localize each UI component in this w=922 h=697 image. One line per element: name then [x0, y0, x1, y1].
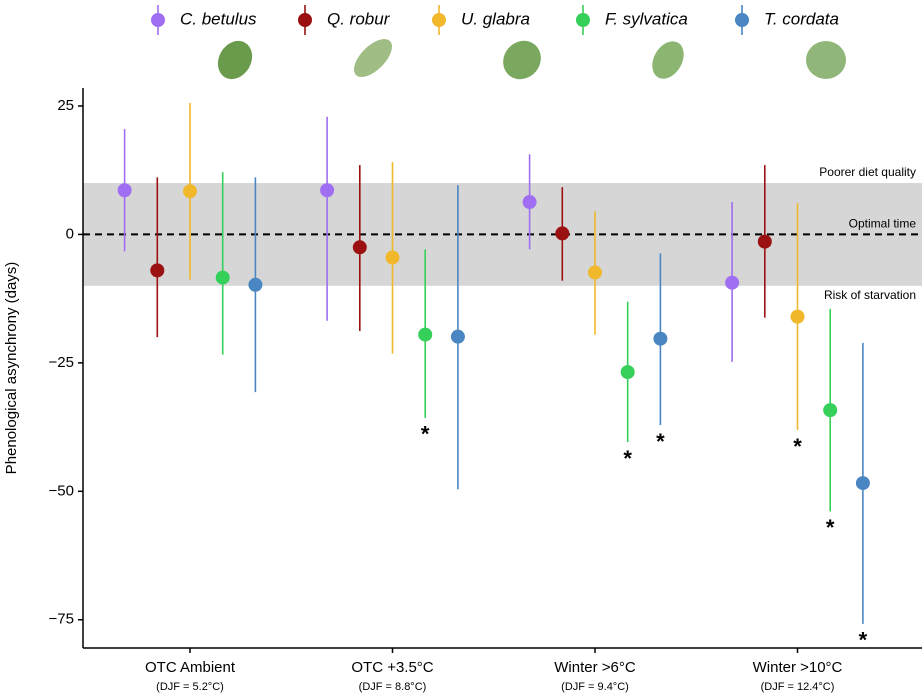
y-tick-label: 0	[66, 225, 74, 242]
y-tick-label: 25	[57, 97, 74, 114]
x-tick-label: Winter >6°C	[554, 659, 636, 676]
point	[790, 309, 805, 324]
point	[183, 184, 197, 199]
significance-marker: *	[793, 434, 802, 459]
point	[823, 403, 838, 418]
legend-dot	[576, 13, 590, 27]
legend-dot	[151, 13, 165, 27]
legend-label: F. sylvatica	[605, 9, 688, 28]
point	[757, 234, 772, 249]
x-tick-label: Winter >10°C	[753, 659, 843, 676]
y-axis-label: Phenological asynchrony (days)	[3, 262, 20, 475]
legend-label: U. glabra	[461, 9, 530, 28]
point	[385, 250, 400, 265]
legend-dot	[735, 13, 749, 27]
x-tick-note: (DJF = 8.8°C)	[359, 681, 427, 693]
significance-marker: *	[859, 628, 868, 653]
y-tick-label: −75	[49, 611, 74, 628]
point	[215, 270, 230, 285]
point	[653, 331, 668, 346]
point	[352, 240, 367, 255]
point	[117, 183, 132, 198]
legend-dot	[298, 13, 312, 27]
point	[725, 275, 740, 290]
point	[450, 329, 465, 344]
leaves	[217, 39, 846, 80]
leaf-icon	[503, 40, 541, 80]
point	[522, 195, 537, 210]
point	[320, 183, 335, 198]
x-tick-note: (DJF = 9.4°C)	[561, 681, 629, 693]
annotation: Risk of starvation	[824, 288, 916, 302]
x-tick-note: (DJF = 12.4°C)	[761, 681, 835, 693]
significance-marker: *	[623, 446, 632, 471]
significance-marker: *	[421, 422, 430, 447]
legend-label: C. betulus	[180, 9, 257, 28]
significance-marker: *	[656, 429, 665, 454]
point	[555, 226, 570, 241]
x-tick-label: OTC Ambient	[145, 659, 236, 676]
x-tick-note: (DJF = 5.2°C)	[156, 681, 224, 693]
y-tick-label: −25	[49, 354, 74, 371]
leaf-icon	[806, 41, 846, 79]
leaf-icon	[652, 41, 684, 79]
point	[150, 263, 165, 278]
point	[620, 365, 635, 380]
point	[588, 265, 602, 280]
legend-label: Q. robur	[327, 9, 391, 28]
legend-dot	[432, 13, 446, 27]
annotation: Poorer diet quality	[819, 165, 916, 179]
point	[418, 327, 433, 342]
legend-label: T. cordata	[764, 9, 839, 28]
point	[248, 277, 263, 292]
significance-marker: *	[826, 515, 835, 540]
y-tick-label: −50	[49, 482, 74, 499]
point	[855, 476, 870, 491]
x-tick-label: OTC +3.5°C	[351, 659, 433, 676]
annotation: Optimal time	[849, 217, 917, 231]
leaf-icon	[354, 39, 392, 77]
leaf-icon	[217, 40, 253, 80]
